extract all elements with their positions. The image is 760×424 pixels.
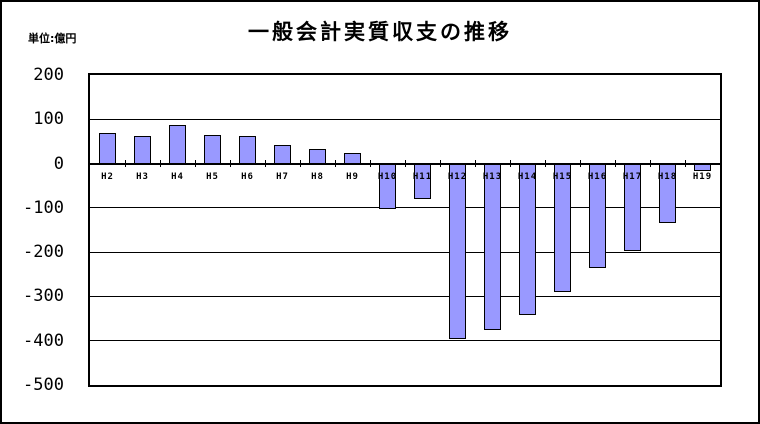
axis-tick	[265, 160, 266, 168]
y-axis-label: -300	[23, 286, 64, 307]
category-label-H19: H19	[692, 171, 713, 182]
category-label-H16: H16	[587, 171, 608, 182]
axis-tick	[230, 160, 231, 168]
bar-H10	[379, 163, 396, 210]
axis-tick	[335, 160, 336, 168]
axis-tick	[370, 160, 371, 168]
gridline	[90, 251, 720, 253]
bar-H13	[484, 163, 501, 330]
y-axis-label: -200	[23, 242, 64, 263]
axis-tick	[615, 160, 616, 168]
axis-tick	[685, 160, 686, 168]
axis-tick	[545, 160, 546, 168]
category-label-H6: H6	[241, 171, 254, 182]
bar-H15	[554, 163, 571, 292]
axis-tick	[195, 160, 196, 168]
bar-H5	[204, 134, 221, 164]
axis-tick	[580, 160, 581, 168]
category-label-H8: H8	[311, 171, 324, 182]
category-label-H9: H9	[346, 171, 359, 182]
gridline	[90, 207, 720, 209]
gridline	[90, 118, 720, 120]
category-label-H17: H17	[622, 171, 643, 182]
category-label-H18: H18	[657, 171, 678, 182]
category-label-H15: H15	[552, 171, 573, 182]
category-label-H13: H13	[482, 171, 503, 182]
gridline	[90, 340, 720, 342]
bar-H6	[239, 135, 256, 164]
y-axis-label: -100	[23, 197, 64, 218]
y-axis-label: 200	[33, 65, 64, 85]
category-label-H2: H2	[101, 171, 114, 182]
category-label-H7: H7	[276, 171, 289, 182]
axis-tick	[125, 160, 126, 168]
category-label-H5: H5	[206, 171, 219, 182]
y-axis-label: -400	[23, 330, 64, 351]
bar-H7	[274, 144, 291, 164]
category-label-H10: H10	[377, 171, 398, 182]
y-axis-label: 100	[33, 109, 64, 130]
category-label-H3: H3	[136, 171, 149, 182]
axis-tick	[440, 160, 441, 168]
axis-tick	[650, 160, 651, 168]
category-label-H4: H4	[171, 171, 184, 182]
category-label-H14: H14	[517, 171, 538, 182]
axis-tick	[475, 160, 476, 168]
category-label-H11: H11	[412, 171, 433, 182]
bar-H8	[309, 148, 326, 164]
bar-H2	[99, 133, 116, 164]
bar-H14	[519, 163, 536, 315]
unit-label: 単位:億円	[28, 32, 77, 45]
y-axis-label: 0	[53, 153, 64, 174]
axis-tick	[160, 160, 161, 168]
axis-tick	[300, 160, 301, 168]
bar-H19	[694, 163, 711, 171]
bar-H12	[449, 163, 466, 339]
axis-tick	[510, 160, 511, 168]
plot-area: H2 H3 H4 H5 H6 H7 H8 H9 H10 H11 H12 H13 H14 H15 H16 H17…	[88, 73, 722, 387]
gridline	[90, 295, 720, 297]
y-axis-label: -500	[23, 375, 64, 395]
chart-title: 一般会計実質収支の推移	[248, 20, 512, 44]
category-label-H12: H12	[447, 171, 468, 182]
bar-H3	[134, 136, 151, 164]
y-axis: 200 100 0 -100 -200 -300 -400 -500	[2, 2, 64, 422]
bar-H4	[169, 125, 186, 164]
axis-tick	[405, 160, 406, 168]
